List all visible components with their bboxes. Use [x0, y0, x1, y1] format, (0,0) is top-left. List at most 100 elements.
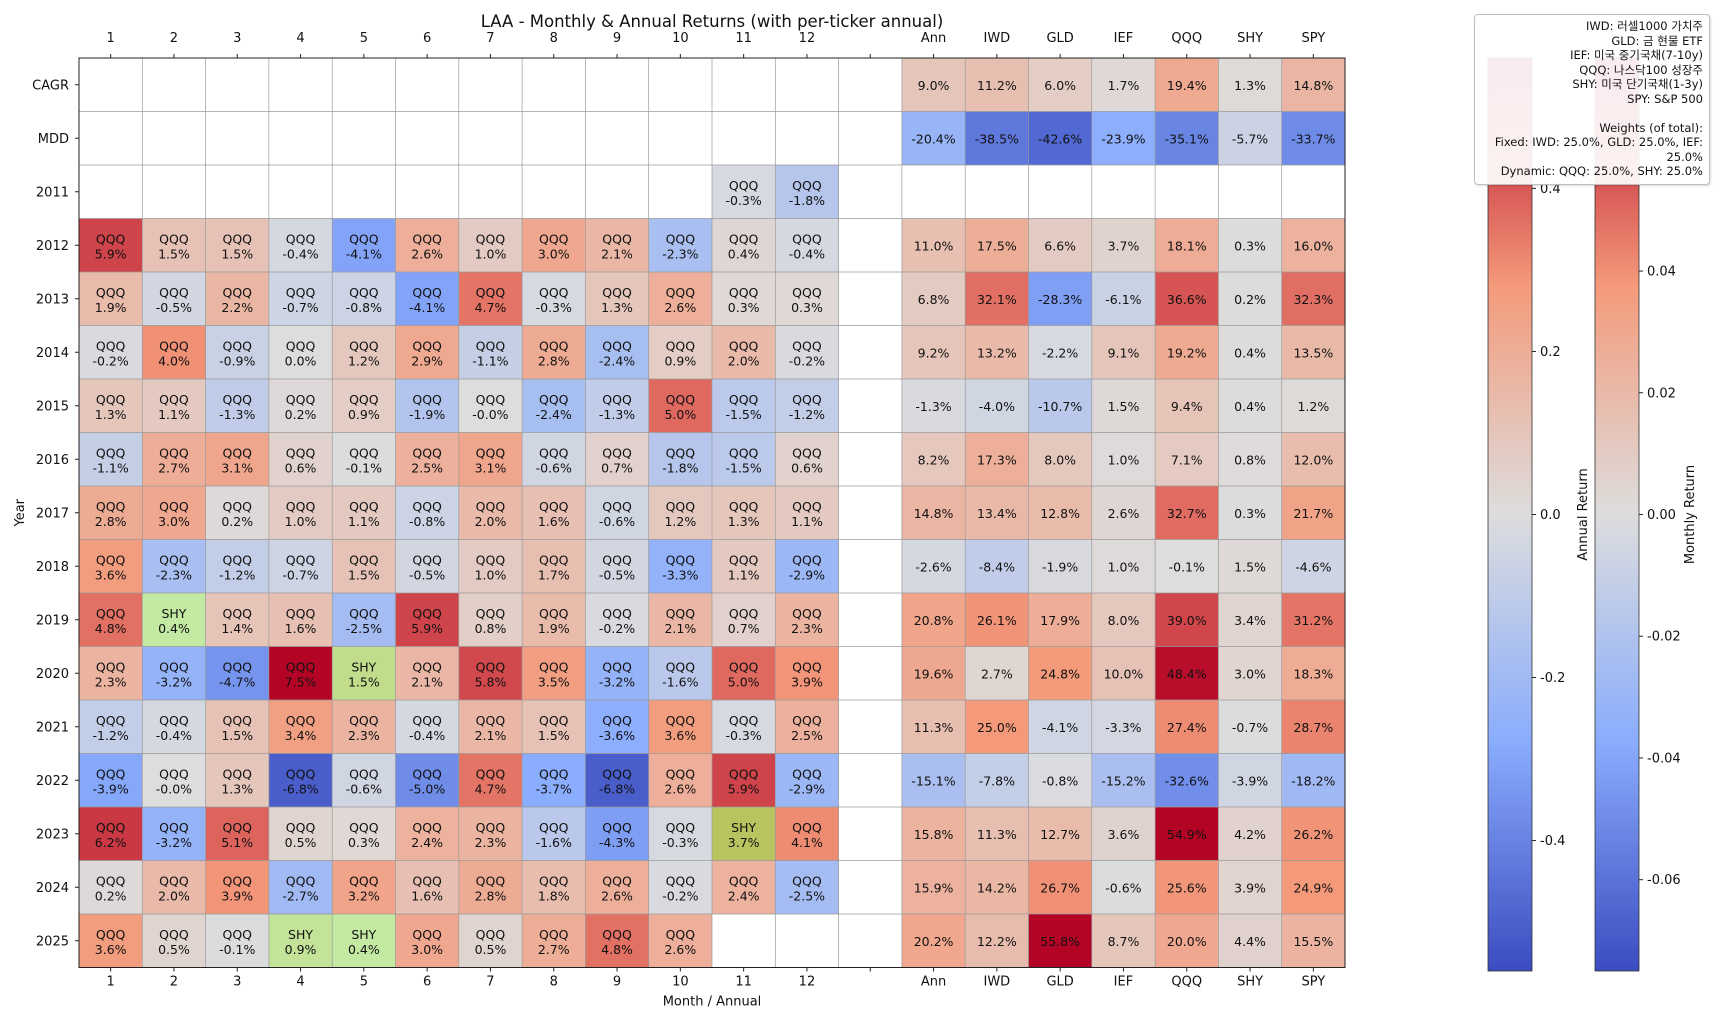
cell-value-label: 1.3% [728, 514, 760, 529]
cell-2019-m8 [522, 593, 586, 647]
top-col-label: 4 [296, 31, 304, 46]
cell-value-label: 0.2% [221, 514, 253, 529]
annual-value-label: 14.8% [914, 506, 954, 521]
cell-2024-QQQ [1155, 860, 1219, 914]
row-label: 2022 [36, 774, 69, 789]
cell-value-label: 3.0% [538, 246, 570, 261]
cell-value-label: 1.7% [538, 567, 570, 582]
cell-2016-m12 [775, 432, 839, 486]
cell-2023-GLD [1028, 807, 1092, 861]
cell-value-label: 7.5% [285, 674, 317, 689]
annual-value-label: 25.0% [977, 720, 1017, 735]
cell-2018-m2 [142, 539, 206, 593]
cell-2013-IEF [1091, 272, 1156, 326]
annual-value-label: 20.0% [1167, 934, 1207, 949]
cell-2013-m12 [775, 272, 839, 326]
cell-2020-SHY [1218, 646, 1282, 700]
cell-ticker-label: QQQ [222, 873, 252, 888]
cell-value-label: 3.2% [348, 888, 380, 903]
cell-2023-m7 [458, 807, 523, 861]
cell-value-label: 1.0% [475, 246, 507, 261]
cell-ticker-label: QQQ [412, 499, 442, 514]
cell-2021-GLD [1028, 700, 1092, 754]
cell-ticker-label: QQQ [349, 713, 379, 728]
annual-value-label: 3.6% [1108, 827, 1140, 842]
cell-2016-Ann [901, 432, 966, 486]
cell-ticker-label: QQQ [96, 659, 126, 674]
cell-value-label: -2.4% [599, 353, 635, 368]
cell-ticker-label: QQQ [286, 445, 316, 460]
cell-2021-Ann [901, 700, 966, 754]
annual-value-label: 12.8% [1040, 506, 1080, 521]
cell-ticker-label: QQQ [792, 820, 822, 835]
row-label: 2011 [36, 185, 69, 200]
cell-2018-m9 [585, 539, 649, 593]
cell-2025-Ann [901, 914, 966, 968]
cell-ticker-label: QQQ [349, 445, 379, 460]
heatmap-cells: 9.0% 11.2% 6.0% 1.7% 19.4% 1.3% 14.8% -20.4% -38… [79, 58, 1345, 968]
cell-ticker-label: QQQ [602, 659, 632, 674]
cell-ticker-label: QQQ [349, 606, 379, 621]
cell-2024-IEF [1091, 860, 1156, 914]
cell-2012-m12 [775, 218, 839, 272]
annual-value-label: 11.2% [977, 78, 1017, 93]
cell-ticker-label: QQQ [476, 338, 506, 353]
cell-2014-m4 [268, 325, 333, 379]
cell-ticker-label: QQQ [349, 338, 379, 353]
cell-value-label: 2.0% [475, 514, 507, 529]
cell-ticker-label: QQQ [159, 285, 189, 300]
cell-ticker-label: QQQ [286, 231, 316, 246]
cell-2018-m5 [332, 539, 396, 593]
cell-MDD-IWD [965, 111, 1029, 165]
cell-ticker-label: QQQ [222, 659, 252, 674]
cell-2024-m4 [268, 860, 333, 914]
annual-value-label: 19.2% [1167, 345, 1207, 360]
cell-ticker-label: QQQ [476, 231, 506, 246]
top-col-label: SPY [1301, 31, 1325, 46]
cell-value-label: 1.6% [538, 514, 570, 529]
cell-value-label: 3.7% [728, 835, 760, 850]
annual-value-label: -3.9% [1232, 773, 1268, 788]
cell-ticker-label: QQQ [792, 231, 822, 246]
cell-ticker-label: QQQ [412, 713, 442, 728]
cell-2021-SHY [1218, 700, 1282, 754]
annual-colorbar-bar [1487, 57, 1533, 972]
cell-ticker-label: SHY [351, 659, 376, 674]
cell-value-label: 2.8% [95, 514, 127, 529]
cell-value-label: -3.2% [156, 835, 192, 850]
cell-ticker-label: QQQ [666, 285, 696, 300]
cell-ticker-label: QQQ [159, 873, 189, 888]
top-col-label: Ann [921, 31, 946, 46]
top-col-label: 9 [613, 31, 621, 46]
cell-2018-m6 [395, 539, 459, 593]
annual-value-label: -1.9% [1042, 559, 1078, 574]
cell-value-label: -3.2% [156, 674, 192, 689]
cell-2015-m12 [775, 379, 839, 433]
annual-value-label: 15.9% [914, 880, 954, 895]
row-label: 2014 [36, 346, 69, 361]
cell-2019-m4 [268, 593, 333, 647]
cell-MDD-QQQ [1155, 111, 1219, 165]
cell-2023-m8 [522, 807, 586, 861]
annual-value-label: 12.7% [1040, 827, 1080, 842]
cell-2012-QQQ [1155, 218, 1219, 272]
cell-value-label: 2.5% [411, 460, 443, 475]
cell-ticker-label: QQQ [792, 713, 822, 728]
cell-ticker-label: QQQ [286, 338, 316, 353]
cell-value-label: 3.1% [221, 460, 253, 475]
cell-value-label: 0.5% [475, 942, 507, 957]
cell-2023-m5 [332, 807, 396, 861]
annual-value-label: 2.7% [981, 666, 1013, 681]
cell-2022-m7 [458, 753, 523, 807]
cell-value-label: -2.7% [282, 888, 318, 903]
cell-ticker-label: QQQ [539, 873, 569, 888]
cell-2021-m9 [585, 700, 649, 754]
annual-value-label: -2.2% [1042, 345, 1078, 360]
cell-value-label: -0.7% [282, 300, 318, 315]
cell-2019-m7 [458, 593, 523, 647]
cell-2018-IWD [965, 539, 1029, 593]
row-label: 2018 [36, 560, 69, 575]
bottom-col-label: IEF [1114, 975, 1134, 990]
annual-value-label: 3.9% [1234, 880, 1266, 895]
cell-value-label: 0.5% [158, 942, 190, 957]
